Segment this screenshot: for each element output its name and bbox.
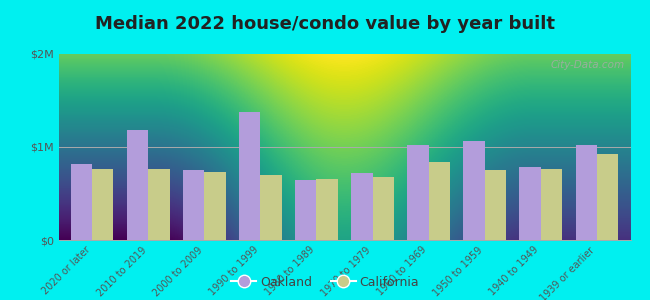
Bar bbox=[71, 164, 92, 240]
Text: Median 2022 house/condo value by year built: Median 2022 house/condo value by year bu… bbox=[95, 15, 555, 33]
Bar bbox=[428, 162, 450, 240]
Bar bbox=[204, 172, 226, 240]
Bar bbox=[372, 177, 394, 240]
Bar bbox=[239, 112, 261, 240]
Text: City-Data.com: City-Data.com bbox=[551, 60, 625, 70]
Bar bbox=[519, 167, 541, 240]
Bar bbox=[408, 145, 428, 240]
Bar bbox=[317, 178, 338, 240]
Bar bbox=[148, 169, 170, 240]
Bar bbox=[541, 169, 562, 240]
Bar bbox=[463, 141, 485, 240]
Legend: Oakland, California: Oakland, California bbox=[226, 271, 424, 294]
Bar bbox=[261, 175, 281, 240]
Bar bbox=[183, 170, 204, 240]
Bar bbox=[351, 173, 372, 240]
Bar bbox=[295, 179, 317, 240]
Bar bbox=[575, 145, 597, 240]
Bar bbox=[485, 170, 506, 240]
Bar bbox=[92, 169, 114, 240]
Bar bbox=[597, 154, 618, 240]
Bar bbox=[127, 130, 148, 240]
